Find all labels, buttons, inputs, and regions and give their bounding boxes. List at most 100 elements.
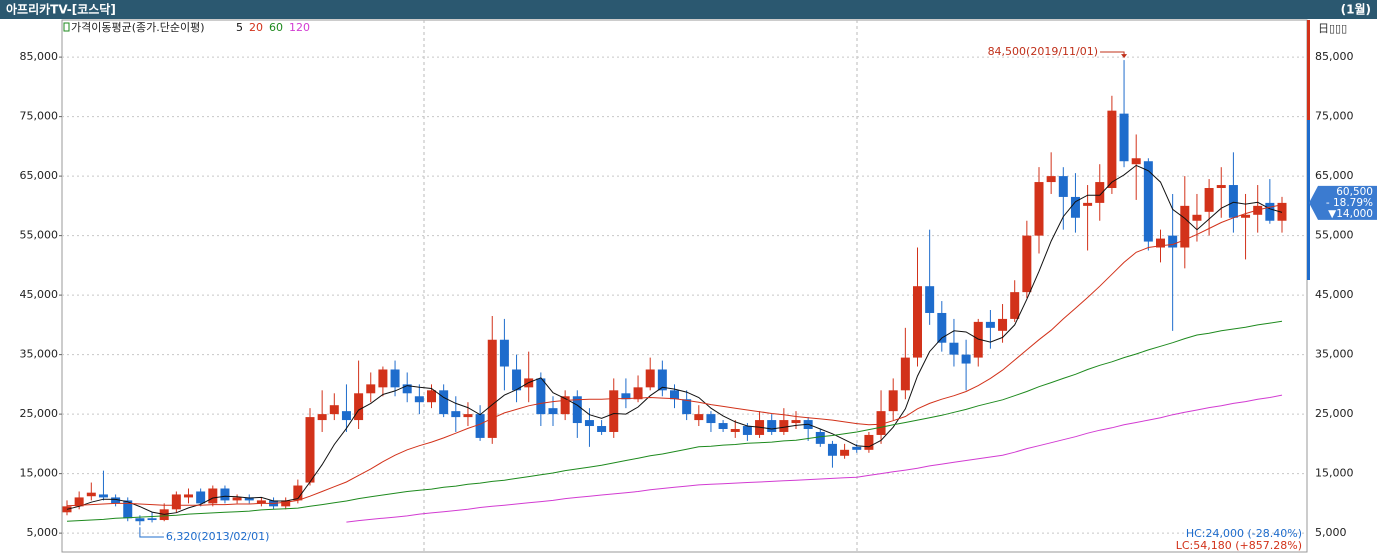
candle-body: [597, 426, 607, 432]
moving-average-line: [66, 320, 1283, 522]
annotation-arrow: [1100, 51, 1125, 58]
candle-body: [949, 342, 959, 355]
candle-body: [1204, 188, 1214, 212]
candle-body: [1228, 185, 1238, 218]
candle-body: [767, 420, 777, 432]
candle-body: [621, 393, 631, 400]
y-tick-label: 25,000: [20, 407, 59, 420]
candle-body: [1180, 205, 1190, 248]
legend-entry: 20: [249, 21, 263, 34]
candle-body: [827, 443, 837, 456]
moving-average-line: [66, 164, 1283, 515]
candle-body: [475, 414, 485, 438]
candle-body: [184, 494, 193, 498]
candle-body: [427, 390, 436, 403]
candle-body: [1107, 110, 1117, 189]
candle-body: [670, 390, 679, 400]
moving-average-line: [66, 204, 1283, 507]
candle-body: [682, 399, 692, 415]
candle-body: [1034, 182, 1044, 236]
candle-body: [1022, 235, 1032, 293]
candle-body: [633, 387, 643, 400]
candle-body: [414, 396, 424, 403]
candle-body: [171, 494, 181, 510]
candle-body: [888, 390, 898, 412]
y-tick-label: 75,000: [20, 110, 59, 123]
candle-body: [305, 417, 315, 483]
annotation-arrow: [139, 527, 164, 538]
candle-body: [1241, 214, 1251, 218]
candle-body: [135, 518, 145, 522]
candle-body: [208, 488, 218, 504]
candle-body: [1070, 196, 1080, 218]
candle-body: [864, 434, 874, 450]
candle-body: [147, 518, 157, 521]
candle-body: [840, 449, 850, 456]
candle-body: [354, 393, 364, 421]
candle-body: [329, 405, 339, 415]
candle-body: [548, 408, 558, 415]
high-annotation: 84,500(2019/11/01): [988, 45, 1098, 58]
candle-body: [560, 396, 570, 415]
y2-tick-label: 55,000: [1315, 229, 1354, 242]
candle-body: [1010, 292, 1020, 319]
y-tick-label: 35,000: [20, 348, 59, 361]
candle-body: [1277, 202, 1287, 221]
y-tick-label: 55,000: [20, 229, 59, 242]
candle-body: [913, 286, 922, 358]
candle-body: [317, 414, 327, 421]
candle-body: [1192, 214, 1202, 221]
candle-body: [1265, 202, 1275, 221]
candle-body: [742, 426, 752, 435]
candle-body: [645, 369, 655, 388]
candle-body: [98, 494, 108, 498]
side-bar: [1307, 120, 1310, 280]
y-tick-label: 65,000: [20, 169, 59, 182]
last-price-label: - 18.79%: [1326, 197, 1373, 209]
y-tick-label: 5,000: [27, 526, 59, 539]
candle-body: [609, 390, 619, 432]
candle-body: [512, 369, 522, 391]
last-price-label: ▼14,000: [1328, 208, 1373, 220]
candle-body: [74, 497, 84, 507]
period-label: (1월): [1341, 2, 1371, 17]
candle-body: [1083, 202, 1093, 206]
last-price-box: [1309, 185, 1377, 220]
candle-body: [572, 396, 582, 424]
candle-body: [536, 378, 546, 415]
candle-body: [937, 312, 947, 343]
y2-tick-label: 5,000: [1315, 526, 1347, 539]
plot-frame: [61, 19, 1308, 553]
y2-tick-label: 35,000: [1315, 348, 1354, 361]
candle-body: [86, 492, 96, 497]
candle-body: [1058, 176, 1068, 197]
candle-body: [973, 321, 983, 358]
candle-body: [694, 414, 704, 421]
y-tick-label: 15,000: [20, 467, 59, 480]
candle-body: [487, 339, 497, 438]
side-bar: [1307, 20, 1310, 120]
candle-body: [876, 411, 886, 435]
candle-body: [439, 390, 449, 415]
y2-tick-label: 65,000: [1315, 169, 1354, 182]
candle-body: [451, 411, 461, 418]
candle-body: [718, 423, 728, 429]
candle-body: [378, 369, 388, 388]
candle-body: [706, 414, 716, 424]
candle-body: [220, 488, 230, 501]
candle-body: [111, 497, 121, 504]
candle-body: [1095, 182, 1105, 203]
chart-title: 아프리카TV-[코스닥]: [6, 2, 116, 17]
title-bar: [0, 0, 1377, 19]
y2-tick-label: 15,000: [1315, 467, 1354, 480]
candle-body: [657, 369, 667, 391]
candle-body: [1119, 113, 1129, 162]
candle-body: [1168, 235, 1178, 248]
annotation-arrowhead: [1121, 54, 1128, 59]
candle-body: [1216, 185, 1226, 189]
moving-average-line: [346, 394, 1283, 523]
window-controls[interactable]: 日▯▯▯: [1318, 22, 1347, 35]
candle-body: [584, 420, 594, 427]
candle-body: [499, 339, 509, 367]
